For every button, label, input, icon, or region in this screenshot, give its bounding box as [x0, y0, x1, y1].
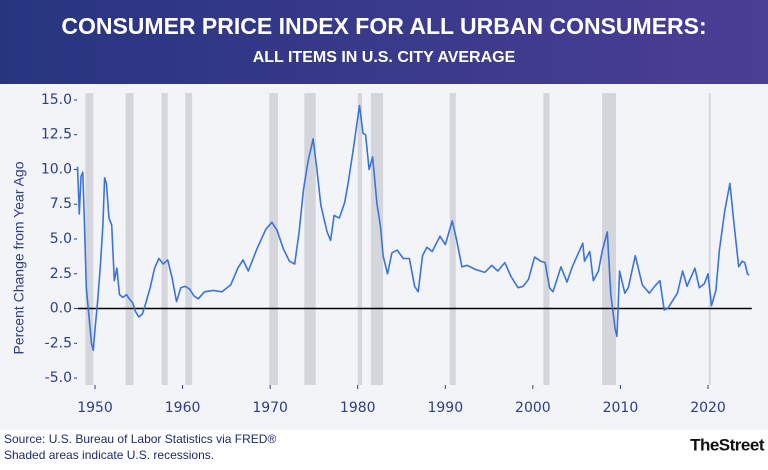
y-tick-label: -5.0 [45, 370, 72, 386]
header-band [0, 0, 768, 84]
x-tick-label: 2000 [515, 400, 551, 416]
recession-band [185, 93, 193, 385]
recession-band [543, 93, 550, 385]
x-tick-label: 1990 [427, 400, 463, 416]
source: Source: U.S. Bureau of Labor Statistics … [4, 432, 276, 446]
note: Shaded areas indicate U.S. recessions. [4, 448, 214, 462]
chart-subtitle: ALL ITEMS IN U.S. CITY AVERAGE [253, 49, 516, 66]
recession-band [269, 93, 279, 385]
y-tick-label: 12.5 [41, 127, 72, 143]
x-tick-label: 2010 [603, 400, 639, 416]
y-tick-label: 15.0 [41, 92, 72, 108]
chart-title: CONSUMER PRICE INDEX FOR ALL URBAN CONSU… [61, 13, 706, 39]
recession-band [85, 93, 94, 385]
recession-band [125, 93, 134, 385]
x-tick-label: 1980 [340, 400, 376, 416]
y-tick-label: 5.0 [50, 231, 72, 247]
recession-band [161, 93, 168, 385]
x-tick-label: 1970 [252, 400, 288, 416]
x-tick-label: 1960 [165, 400, 201, 416]
recession-band [304, 93, 316, 385]
y-tick-label: 2.5 [50, 266, 72, 282]
recession-band [602, 93, 617, 385]
x-tick-label: 1950 [77, 400, 113, 416]
recession-band [708, 93, 711, 385]
recession-band [449, 93, 456, 385]
y-tick-label: 7.5 [50, 196, 72, 212]
recession-band [357, 93, 363, 385]
y-axis-label: Percent Change from Year Ago [11, 161, 27, 354]
cpi-line [76, 104, 750, 351]
y-tick-label: -2.5 [45, 335, 72, 351]
x-tick-label: 2020 [690, 400, 726, 416]
brand: TheStreet [690, 435, 765, 454]
y-tick-label: 0.0 [50, 301, 72, 317]
y-tick-label: 10.0 [41, 161, 72, 177]
